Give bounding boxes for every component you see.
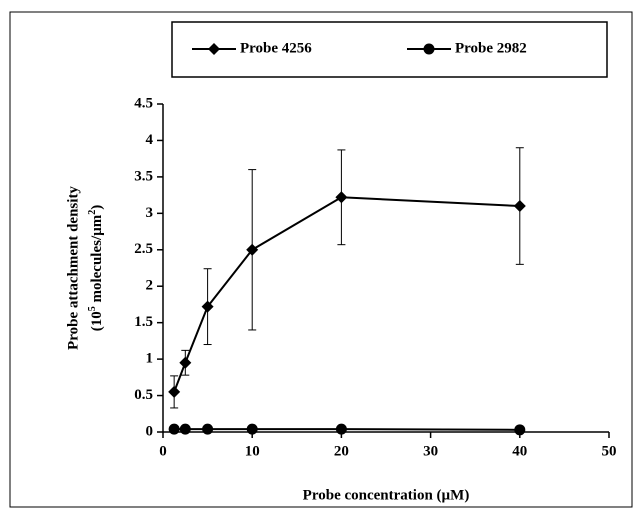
series-line [173,196,520,393]
x-tick-label: 40 [512,443,527,459]
marker [514,424,526,436]
marker [179,423,191,435]
x-tick-label: 10 [245,443,260,459]
marker [201,300,214,313]
y-tick-label: 4 [146,132,154,148]
marker [246,243,259,256]
y-axis-label: Probe attachment density [65,186,81,350]
y-axis-label: (105 molecules/µm2) [87,205,106,332]
y-tick-label: 4.5 [134,95,153,111]
y-tick-label: 2.5 [134,241,153,257]
marker [423,43,435,55]
y-axis-label-part: ) [89,205,105,210]
marker [513,200,526,213]
legend-label: Probe 2982 [455,40,527,56]
marker [202,423,214,435]
x-tick-label: 50 [602,443,617,459]
x-axis-label: Probe concentration (µM) [303,487,470,503]
y-tick-label: 3 [146,205,154,221]
series-line [174,428,520,431]
y-tick-label: 0.5 [134,387,153,403]
marker [168,423,180,435]
marker [208,43,220,55]
y-tick-label: 0 [146,423,154,439]
marker [335,191,348,204]
y-tick-label: 1 [146,351,154,367]
y-tick-label: 2 [146,278,154,294]
marker [179,356,192,369]
marker [246,423,258,435]
y-axis-label-part: (10 [89,311,105,331]
chart-frame [9,11,633,508]
y-tick-label: 3.5 [134,168,153,184]
y-axis-label-part: 2 [87,210,98,215]
x-tick-label: 0 [159,443,167,459]
y-axis-label-part: 5 [87,306,98,311]
marker [168,385,181,398]
y-axis-label-part: molecules/µm [89,214,105,306]
x-tick-label: 20 [334,443,349,459]
legend-box [171,21,608,78]
marker [335,423,347,435]
y-tick-label: 1.5 [134,314,153,330]
legend-label: Probe 4256 [240,40,312,56]
x-tick-label: 30 [423,443,438,459]
